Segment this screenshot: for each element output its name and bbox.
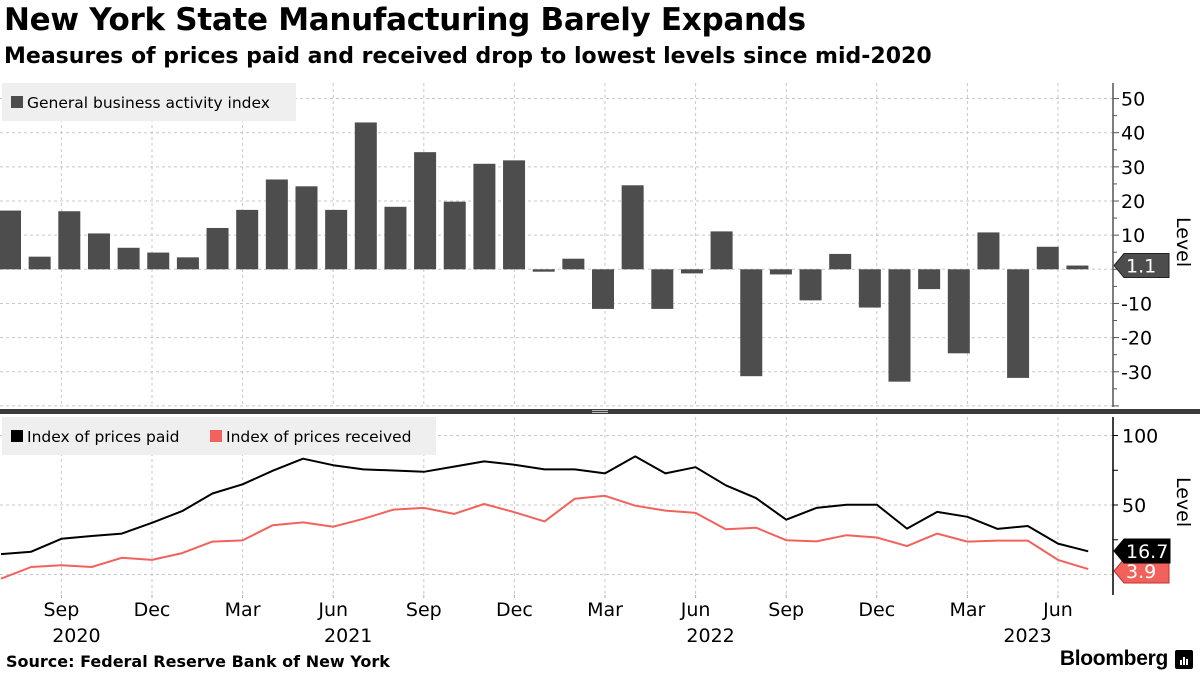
bar-2022-10 [799, 269, 822, 301]
legend-swatch-business-activity [11, 96, 23, 108]
top-legend-box [2, 83, 296, 121]
bar-2022-05 [651, 269, 674, 309]
bottom-axis-title: Level [1172, 477, 1194, 527]
chart-subtitle: Measures of prices paid and received dro… [4, 44, 932, 69]
bar-2023-03 [947, 269, 970, 354]
bottom-axis-tick-label: 50 [1122, 495, 1146, 517]
bar-2020-07 [0, 210, 21, 270]
legend-label-prices-received: Index of prices received [226, 428, 412, 446]
bar-2021-06 [325, 209, 348, 270]
bar-2021-04 [265, 179, 288, 270]
bar-2023-04 [977, 232, 1000, 270]
legend-swatch-prices-paid [11, 430, 23, 442]
bar-2022-11 [829, 253, 852, 270]
bottom-axis-tick-label: 100 [1122, 426, 1158, 448]
chart-title: New York State Manufacturing Barely Expa… [4, 2, 806, 38]
bottom-y-axis: 100 50 [1112, 417, 1158, 595]
bar-2022-06 [680, 269, 703, 274]
line-prices-paid [0, 455, 1089, 556]
bar-2020-12 [147, 252, 170, 270]
top-axis-tick-label: -10 [1121, 293, 1152, 315]
legend-label-business-activity: General business activity index [27, 94, 270, 112]
bar-2022-04 [621, 185, 644, 270]
business-activity-last-value-label: 1.1 [1126, 256, 1156, 278]
bar-2022-02 [562, 258, 585, 270]
bar-2021-11 [473, 163, 496, 270]
bar-2020-09 [58, 211, 81, 270]
bar-2023-05 [1007, 269, 1030, 378]
bottom-legend: Index of prices paid Index of prices rec… [2, 417, 436, 455]
last-value-flags: 1.1 3.916.7 [1113, 253, 1171, 584]
line-prices-received [0, 494, 1089, 580]
x-tick-label-month: Sep [406, 599, 442, 621]
x-tick-label-year: 2020 [52, 625, 100, 647]
x-axis: Sep Dec Mar Jun Sep Dec Mar Jun Sep Dec Mar Jun 2020… [43, 595, 1073, 647]
bar-2021-08 [384, 206, 407, 270]
bar-2021-02 [206, 227, 229, 270]
x-tick-label-month: Mar [225, 599, 261, 621]
bar-2020-08 [28, 256, 51, 270]
top-legend: General business activity index [2, 83, 296, 121]
bar-2022-01 [532, 269, 555, 272]
x-tick-label-month: Dec [496, 599, 533, 621]
bar-series [0, 122, 1089, 382]
top-axis-tick-label: 10 [1121, 225, 1145, 247]
legend-label-prices-paid: Index of prices paid [27, 428, 180, 446]
bar-2021-03 [236, 209, 259, 270]
bar-2020-11 [117, 247, 140, 270]
line-series [0, 455, 1089, 580]
x-tick-label-month: Jun [680, 599, 711, 621]
bar-2021-05 [295, 186, 318, 270]
x-tick-label-year: 2023 [1003, 625, 1051, 647]
bar-2022-03 [592, 269, 614, 309]
x-tick-label-month: Sep [43, 599, 79, 621]
x-tick-label-month: Dec [858, 599, 895, 621]
top-axis-tick-label: 40 [1121, 123, 1145, 145]
bar-2021-09 [414, 152, 437, 270]
bar-2022-12 [858, 269, 881, 308]
x-tick-label-year: 2022 [686, 625, 734, 647]
bar-2022-07 [710, 231, 733, 270]
prices-received-last-value-label: 3.9 [1126, 561, 1156, 583]
x-tick-label-month: Mar [949, 599, 985, 621]
top-axis-tick-label: 30 [1121, 157, 1145, 179]
bar-2021-12 [503, 160, 526, 270]
divider-grip-icon-line [592, 412, 608, 413]
bar-2022-09 [769, 269, 792, 275]
x-tick-label-year: 2021 [324, 625, 372, 647]
bar-2023-06 [1036, 246, 1059, 270]
panel-divider[interactable] [0, 409, 1200, 414]
prices-paid-last-value-flag [1113, 538, 1171, 564]
legend-swatch-prices-received [210, 430, 222, 442]
bar-2020-10 [87, 233, 110, 270]
top-axis-title: Level [1172, 217, 1194, 267]
bloomberg-chart-icon [1175, 650, 1193, 669]
x-tick-label-month: Jun [1042, 599, 1073, 621]
x-tick-label-month: Mar [587, 599, 623, 621]
divider-grip-icon[interactable] [592, 410, 608, 411]
top-axis-tick-label: -20 [1121, 328, 1152, 350]
top-axis-tick-label: -30 [1121, 362, 1152, 384]
bar-2021-10 [443, 201, 466, 270]
prices-paid-last-value-label: 16.7 [1126, 541, 1168, 563]
top-y-axis: 50 40 30 20 10 -10 -20 -30 [1112, 83, 1152, 407]
top-axis-tick-label: 50 [1121, 89, 1145, 111]
bar-2023-02 [918, 269, 941, 290]
bar-2023-07 [1066, 265, 1089, 270]
top-axis-tick-label: 20 [1121, 191, 1145, 213]
x-tick-label-month: Dec [134, 599, 171, 621]
x-tick-label-month: Jun [317, 599, 348, 621]
bar-2023-01 [888, 269, 911, 382]
bar-2021-01 [176, 257, 199, 270]
x-tick-label-month: Sep [768, 599, 804, 621]
bloomberg-logo: Bloomberg [1059, 647, 1168, 670]
top-panel-grid [0, 83, 1113, 407]
source-note: Source: Federal Reserve Bank of New York [6, 652, 390, 671]
business-activity-last-value-flag [1113, 253, 1170, 279]
bar-2021-07 [354, 122, 377, 270]
bar-2022-08 [740, 269, 763, 377]
